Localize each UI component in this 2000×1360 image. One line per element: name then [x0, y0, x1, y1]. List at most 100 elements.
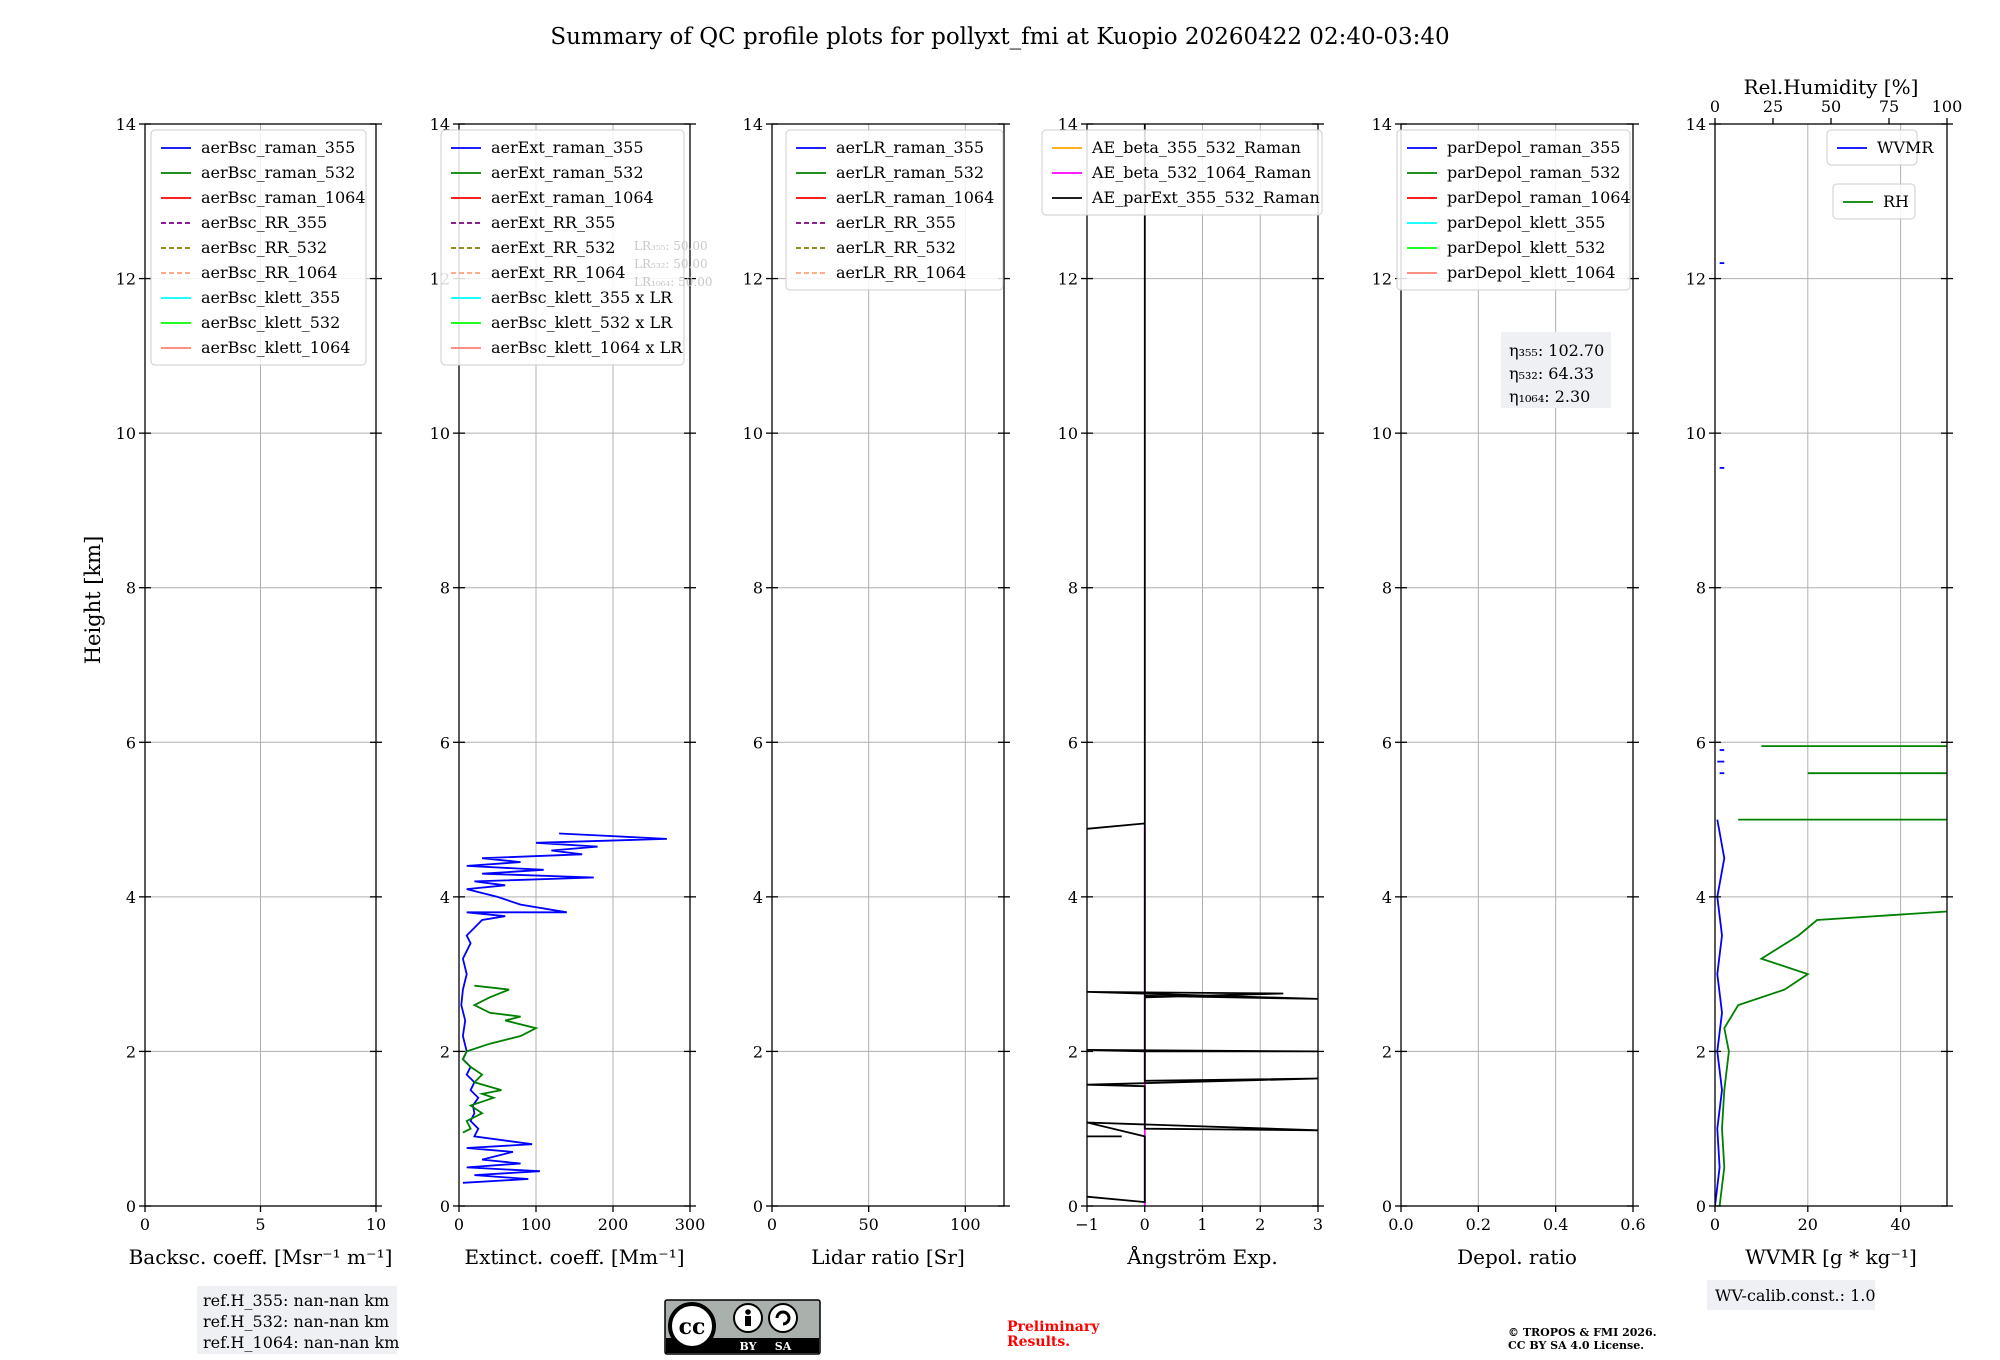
x-tick-label: 20	[1798, 1215, 1818, 1234]
y-tick-label: 0	[1068, 1197, 1078, 1216]
x-axis-label: Depol. ratio	[1457, 1245, 1577, 1269]
copyright-line2: CC BY SA 4.0 License.	[1508, 1339, 1644, 1352]
y-tick-label: 8	[1068, 579, 1078, 598]
legend-box	[785, 129, 1004, 291]
y-tick-label: 6	[1068, 733, 1078, 752]
x-tick-label: 200	[598, 1215, 629, 1234]
series-line-RH	[1718, 818, 1947, 1206]
lr-annotation: LR₃₅₅: 50.00	[634, 239, 708, 253]
legend-label: aerLR_raman_532	[836, 163, 984, 182]
y-tick-label: 14	[1058, 115, 1078, 134]
x-tick-label: 40	[1890, 1215, 1910, 1234]
legend-label: aerExt_RR_1064	[491, 263, 626, 282]
legend: WVMR	[1826, 129, 1934, 166]
series-line-aerExt_raman_355	[460, 832, 667, 1184]
series-line-aerExt_raman_532	[461, 984, 539, 1134]
top-x-tick-label: 25	[1763, 97, 1783, 116]
top-x-tick-label: 50	[1821, 97, 1841, 116]
y-tick-label: 2	[1068, 1042, 1078, 1061]
x-tick-label: 0.6	[1620, 1215, 1645, 1234]
legend-label: AE_parExt_355_532_Raman	[1091, 188, 1320, 207]
y-tick-label: 14	[430, 115, 450, 134]
y-tick-label: 6	[1696, 733, 1706, 752]
legend-box	[1396, 129, 1631, 291]
lr-annotation: LR₁₀₆₄: 50.00	[634, 275, 712, 289]
legend-label: parDepol_raman_355	[1447, 138, 1620, 157]
preliminary-line1: Preliminary	[1007, 1319, 1100, 1335]
y-tick-label: 4	[1382, 888, 1392, 907]
y-tick-label: 10	[1686, 424, 1706, 443]
y-tick-label: 8	[753, 579, 763, 598]
legend-label: aerExt_RR_355	[491, 213, 615, 232]
y-tick-label: 6	[753, 733, 763, 752]
legend-label: aerBsc_klett_532 x LR	[491, 313, 673, 332]
x-axis-label: Extinct. coeff. [Mm⁻¹]	[464, 1245, 684, 1269]
y-tick-label: 10	[1372, 424, 1392, 443]
legend-label: aerLR_raman_355	[836, 138, 984, 157]
y-tick-label: 10	[116, 424, 136, 443]
y-tick-label: 0	[1382, 1197, 1392, 1216]
legend-label: aerExt_RR_532	[491, 238, 615, 257]
ref-height-value: ref.H_1064: nan-nan km	[203, 1333, 399, 1352]
y-tick-label: 8	[440, 579, 450, 598]
legend: aerBsc_raman_355 aerBsc_raman_532 aerBsc_r…	[150, 129, 367, 366]
y-tick-label: 10	[430, 424, 450, 443]
y-tick-label: 12	[1686, 270, 1706, 289]
top-x-tick-label: 0	[1710, 97, 1720, 116]
y-tick-label: 2	[753, 1042, 763, 1061]
legend-label: aerLR_raman_1064	[836, 188, 994, 207]
y-tick-label: 12	[1058, 270, 1078, 289]
legend-label: RH	[1883, 192, 1909, 211]
y-tick-label: 10	[1058, 424, 1078, 443]
legend: aerLR_raman_355 aerLR_raman_532 aerLR_rama…	[785, 129, 1004, 291]
x-tick-label: 0	[1140, 1215, 1150, 1234]
y-tick-label: 2	[1696, 1042, 1706, 1061]
legend-label: aerBsc_raman_532	[201, 163, 355, 182]
ref-height-value: ref.H_532: nan-nan km	[203, 1312, 389, 1331]
x-axis-label: Ångström Exp.	[1126, 1244, 1277, 1269]
y-tick-label: 2	[1382, 1042, 1392, 1061]
x-axis-label: WVMR [g * kg⁻¹]	[1745, 1245, 1917, 1269]
legend-label: aerBsc_klett_355 x LR	[491, 288, 673, 307]
legend: aerExt_raman_355 aerExt_raman_532 aerExt_r…	[440, 129, 685, 366]
series-group-ext	[460, 832, 667, 1184]
legend-label: aerLR_RR_1064	[836, 263, 966, 282]
panel-bsc: 0 2 4 6 8 10 12 14 0 5 10 Backsc. coeff. [Msr⁻¹ m⁻¹…	[116, 115, 399, 1354]
legend-box	[1041, 129, 1323, 216]
svg-text:cc: cc	[679, 1314, 706, 1340]
x-tick-label: 0	[454, 1215, 464, 1234]
legend-label: parDepol_klett_532	[1447, 238, 1605, 257]
y-tick-label: 10	[743, 424, 763, 443]
y-tick-label: 12	[116, 270, 136, 289]
series-line-WVMR	[1715, 819, 1726, 1206]
x-tick-label: 0.0	[1388, 1215, 1413, 1234]
wv-calib-box	[1707, 1280, 1875, 1310]
axes-frame	[1714, 123, 1948, 1207]
legend-label: parDepol_klett_1064	[1447, 263, 1616, 282]
x-tick-label: 300	[675, 1215, 706, 1234]
legend-label: aerBsc_RR_355	[201, 213, 327, 232]
series-group-wv	[1715, 262, 1947, 1206]
x-tick-label: 50	[858, 1215, 878, 1234]
x-tick-label: 100	[521, 1215, 552, 1234]
legend-label: aerLR_RR_355	[836, 213, 956, 232]
x-tick-label: 2	[1255, 1215, 1265, 1234]
legend-label: WVMR	[1877, 138, 1934, 157]
x-axis-label: Backsc. coeff. [Msr⁻¹ m⁻¹]	[129, 1245, 393, 1269]
axes-frame	[458, 123, 691, 1207]
y-tick-label: 0	[440, 1197, 450, 1216]
eta-value: η₁₀₆₄: 2.30	[1509, 387, 1590, 406]
y-tick-label: 0	[1696, 1197, 1706, 1216]
legend-2: RH	[1832, 183, 1916, 220]
preliminary-line2: Results.	[1007, 1334, 1070, 1350]
legend-label: aerBsc_raman_1064	[201, 188, 366, 207]
legend-box	[150, 129, 367, 366]
x-axis-label: Lidar ratio [Sr]	[811, 1245, 965, 1269]
y-tick-label: 14	[1372, 115, 1392, 134]
y-tick-label: 2	[126, 1042, 136, 1061]
panel-depol: 0 2 4 6 8 10 12 14 0.0 0.2 0.4 0.6 Depol. ratio parDe…	[1372, 115, 1646, 1269]
y-tick-label: 4	[1696, 888, 1706, 907]
copyright-line1: © TROPOS & FMI 2026.	[1508, 1326, 1657, 1339]
